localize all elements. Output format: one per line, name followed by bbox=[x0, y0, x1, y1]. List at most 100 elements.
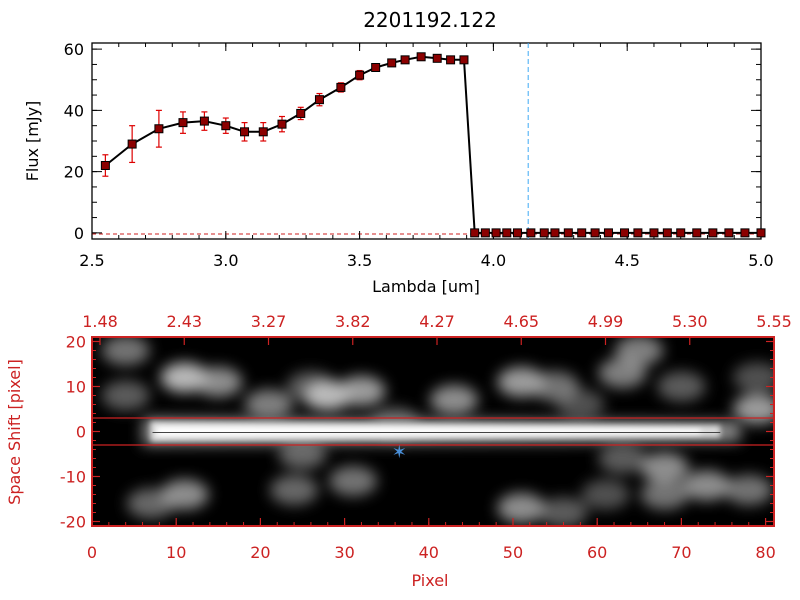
spectrum-markers bbox=[100, 52, 766, 238]
lambda-tick-label: 4.27 bbox=[419, 312, 455, 331]
background-source bbox=[101, 380, 150, 411]
trace-body bbox=[150, 421, 721, 442]
pixel-tick-label: 30 bbox=[334, 543, 354, 562]
data-point bbox=[563, 228, 573, 238]
background-sources bbox=[101, 337, 774, 526]
source-star-marker: ✶ bbox=[392, 442, 407, 463]
data-point bbox=[355, 70, 365, 80]
x-tick-label: 4.5 bbox=[614, 251, 639, 270]
background-source bbox=[640, 479, 689, 510]
pixel-tick-label: 60 bbox=[587, 543, 607, 562]
lambda-tick-label: 5.55 bbox=[756, 312, 792, 331]
background-source bbox=[270, 475, 319, 505]
data-point bbox=[603, 228, 613, 238]
y-tick-label: 60 bbox=[64, 40, 84, 59]
data-point bbox=[662, 228, 672, 238]
background-source bbox=[497, 493, 546, 523]
chart-title: 2201192.122 bbox=[363, 8, 497, 32]
data-point bbox=[512, 228, 522, 238]
background-source bbox=[657, 371, 706, 402]
data-point bbox=[740, 228, 750, 238]
y-axis-label: Flux [mJy] bbox=[23, 101, 42, 182]
data-point bbox=[502, 228, 512, 238]
shift-tick-label: -10 bbox=[60, 468, 86, 487]
shift-tick-label: 0 bbox=[76, 423, 86, 442]
lambda-tick-label: 3.82 bbox=[335, 312, 371, 331]
data-point bbox=[127, 139, 137, 149]
data-point bbox=[577, 228, 587, 238]
shift-tick-label: 10 bbox=[66, 378, 86, 397]
y-tick-label: 0 bbox=[74, 224, 84, 243]
pixel-axis-label: Pixel bbox=[411, 571, 448, 590]
error-bars bbox=[102, 53, 467, 177]
background-source bbox=[733, 394, 774, 424]
x-axis-label: Lambda [um] bbox=[372, 277, 480, 296]
data-point bbox=[296, 108, 306, 118]
data-point bbox=[178, 118, 188, 128]
x-tick-label: 3.5 bbox=[347, 251, 372, 270]
background-source bbox=[194, 367, 243, 397]
background-source bbox=[724, 475, 773, 505]
x-tick-label: 4.0 bbox=[481, 251, 506, 270]
pixel-tick-label: 70 bbox=[671, 543, 691, 562]
data-point bbox=[277, 119, 287, 129]
data-point bbox=[649, 228, 659, 238]
data-point bbox=[446, 55, 456, 65]
y-tick-label: 40 bbox=[64, 101, 84, 120]
data-point bbox=[387, 58, 397, 68]
background-source bbox=[682, 470, 731, 501]
data-point bbox=[756, 228, 766, 238]
data-point bbox=[708, 228, 718, 238]
image-axis-ticks: 0 10 20 30 40 50 60 70 80 1.48 2.43 3.27 3.82 4.27 4.6… bbox=[60, 312, 792, 562]
data-point bbox=[526, 228, 536, 238]
background-source bbox=[126, 488, 175, 519]
shift-tick-label: 20 bbox=[66, 333, 86, 352]
data-point bbox=[100, 161, 110, 170]
data-point bbox=[620, 228, 630, 238]
x-tick-label: 5.0 bbox=[748, 251, 773, 270]
background-source bbox=[244, 389, 293, 420]
pixel-tick-label: 10 bbox=[166, 543, 186, 562]
data-point bbox=[240, 127, 250, 137]
pixel-tick-label: 20 bbox=[250, 543, 270, 562]
background-source bbox=[615, 337, 664, 366]
data-point bbox=[199, 116, 209, 126]
lambda-tick-label: 1.48 bbox=[82, 312, 118, 331]
background-source bbox=[640, 452, 689, 483]
data-point bbox=[590, 228, 600, 238]
background-source bbox=[539, 497, 588, 526]
data-point bbox=[371, 63, 381, 72]
data-point bbox=[221, 121, 231, 131]
spectrum-plot-frame bbox=[91, 42, 762, 240]
background-source bbox=[581, 479, 630, 510]
shift-tick-label: -20 bbox=[60, 513, 86, 532]
background-source bbox=[337, 376, 386, 406]
trace-core bbox=[156, 426, 701, 437]
data-point bbox=[416, 52, 426, 62]
data-point bbox=[633, 228, 643, 238]
data-point bbox=[258, 127, 268, 137]
background-source bbox=[556, 389, 605, 420]
lambda-tick-label: 4.99 bbox=[588, 312, 624, 331]
spectrum-plot: 2201192.122 2.5 3.0 3.5 4.0 4.5 5.0 0 20 40 60 La… bbox=[23, 8, 774, 296]
data-point bbox=[550, 228, 560, 238]
background-source bbox=[733, 362, 774, 393]
aperture-lines bbox=[92, 417, 774, 446]
spectral-image-plot: ✶ 0 10 20 30 40 50 60 70 80 1.48 2.43 3.27 3.82 4.27 4… bbox=[5, 312, 792, 590]
background-source bbox=[598, 443, 647, 474]
pixel-tick-label: 40 bbox=[419, 543, 439, 562]
space-shift-axis-label: Space Shift [pixel] bbox=[5, 359, 24, 505]
data-point bbox=[154, 124, 164, 134]
data-point bbox=[336, 82, 346, 92]
pixel-tick-label: 80 bbox=[755, 543, 775, 562]
background-source bbox=[101, 337, 150, 366]
data-point bbox=[314, 95, 324, 105]
data-point bbox=[539, 228, 549, 238]
data-point bbox=[480, 228, 490, 238]
data-point bbox=[470, 228, 480, 238]
lambda-tick-label: 4.65 bbox=[503, 312, 539, 331]
data-point bbox=[692, 228, 702, 238]
background-source bbox=[278, 439, 327, 469]
x-tick-label: 3.0 bbox=[213, 251, 238, 270]
